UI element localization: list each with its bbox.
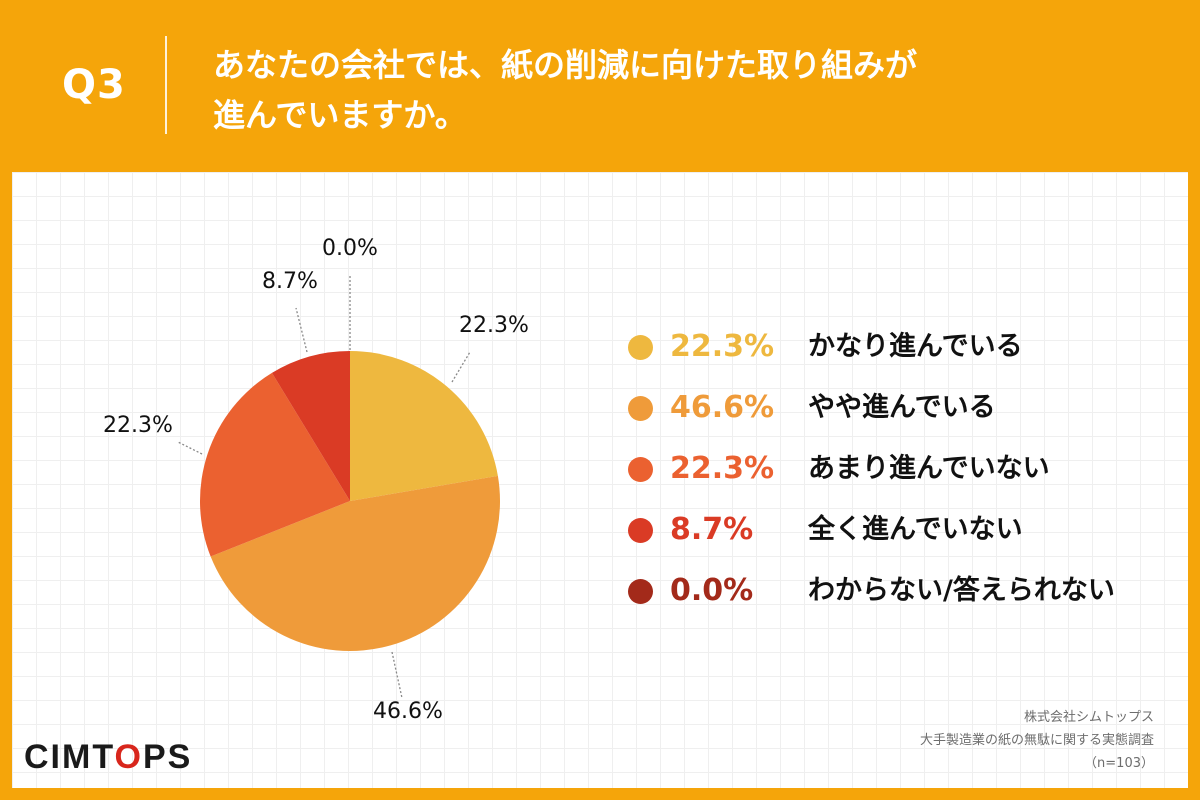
pie-slice-2 [210,475,500,651]
legend-percent: 8.7% [670,512,754,547]
leader-line-2 [391,651,403,699]
legend-swatch [628,457,653,482]
source-note: 株式会社シムトップス 大手製造業の紙の無駄に関する実態調査 （n=103） [920,706,1154,775]
legend-label: 全く進んでいない [808,514,1023,545]
header: Q3 あなたの会社では、紙の削減に向けた取り組みが 進んでいますか。 [0,0,1200,170]
question-line-2: 進んでいますか。 [213,96,467,134]
legend-percent: 46.6% [670,390,775,425]
data-label-5: 0.0% [322,236,378,261]
sample-size: （n=103） [1084,756,1154,771]
legend-label: あまり進んでいない [808,453,1050,484]
logo-text-end: PS [142,738,193,776]
pie-slice-4 [271,351,350,501]
data-label-4: 8.7% [262,269,318,294]
legend-swatch [628,335,653,360]
pie-slice-1 [350,351,498,501]
logo-text-start: CIMT [24,738,115,776]
legend-swatch [628,396,653,421]
pie-slice-3 [200,372,350,557]
question-number: Q3 [62,62,126,108]
data-label-2: 46.6% [373,699,443,724]
data-label-1: 22.3% [459,313,529,338]
cimtops-logo: CIMTOPS [24,738,192,777]
legend-percent: 22.3% [670,329,775,364]
source-company: 株式会社シムトップス [1023,710,1154,725]
leader-line-3 [177,441,203,455]
header-divider [165,36,167,134]
leader-line-4 [295,307,308,353]
question-text: あなたの会社では、紙の削減に向けた取り組みが 進んでいますか。 [213,40,1113,140]
legend-swatch [628,579,653,604]
legend-percent: 22.3% [670,451,775,486]
logo-text-o: O [114,738,143,776]
legend-label: わからない/答えられない [808,575,1115,606]
source-survey: 大手製造業の紙の無駄に関する実態調査 [919,733,1154,748]
legend-swatch [628,518,653,543]
legend-label: かなり進んでいる [808,331,1023,362]
leader-line-1 [451,351,471,383]
data-label-3: 22.3% [103,413,173,438]
legend-percent: 0.0% [670,573,754,608]
question-line-1: あなたの会社では、紙の削減に向けた取り組みが [213,46,918,84]
legend-label: やや進んでいる [808,392,996,423]
